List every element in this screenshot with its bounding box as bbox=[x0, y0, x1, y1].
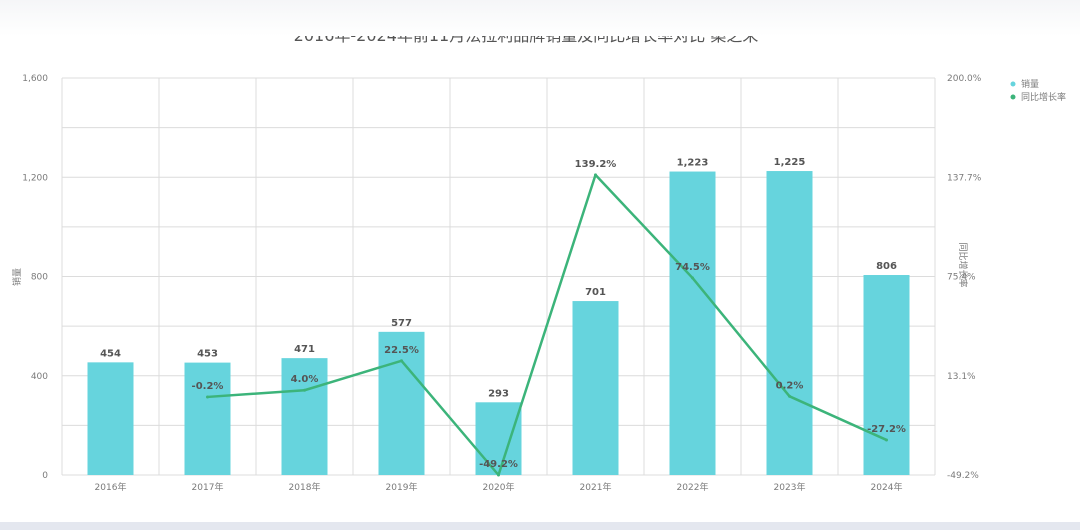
y-tick-right: 200.0% bbox=[947, 74, 982, 84]
legend-label-line: 同比增长率 bbox=[1021, 91, 1066, 103]
y-tick-left: 0 bbox=[42, 471, 48, 481]
line-point bbox=[497, 473, 500, 477]
x-tick: 2017年 bbox=[192, 481, 224, 493]
bar-value-label: 806 bbox=[876, 261, 897, 272]
line-point bbox=[885, 438, 888, 442]
bar-value-label: 701 bbox=[585, 287, 606, 298]
bar bbox=[378, 331, 425, 475]
x-tick: 2022年 bbox=[677, 481, 709, 493]
bar-value-label: 1,223 bbox=[677, 158, 709, 169]
growth-line bbox=[207, 173, 888, 477]
y-tick-right: -49.2% bbox=[947, 471, 979, 481]
line-point bbox=[206, 395, 209, 399]
y-tick-left: 400 bbox=[31, 372, 48, 382]
x-tick: 2023年 bbox=[774, 481, 806, 493]
x-tick: 2016年 bbox=[95, 481, 127, 493]
line-point bbox=[400, 359, 403, 363]
y-tick-left: 1,600 bbox=[22, 74, 48, 84]
bar-value-label: 454 bbox=[100, 348, 121, 359]
line-point bbox=[594, 173, 597, 177]
axes: 0 400 800 1,200 1,600 -49.2% 13.1% 75.4% 137.7% 2… bbox=[11, 74, 982, 493]
bar bbox=[572, 301, 619, 475]
bar-value-label: 471 bbox=[294, 344, 315, 355]
line-value-label: -49.2% bbox=[479, 459, 518, 470]
line-point bbox=[303, 388, 306, 392]
line-value-label: -0.2% bbox=[192, 381, 224, 392]
line-value-label: 74.5% bbox=[675, 262, 710, 273]
x-tick: 2021年 bbox=[580, 481, 612, 493]
legend-marker-bars bbox=[1010, 81, 1016, 87]
header-strip bbox=[0, 0, 1080, 36]
bar bbox=[766, 171, 813, 475]
line-series bbox=[206, 173, 888, 477]
data-labels: 454 453 471 577 293 701 1,223 1,225 806 -0.2% 4.0%… bbox=[100, 157, 906, 470]
legend-label-bars: 销量 bbox=[1021, 78, 1039, 90]
bar bbox=[184, 362, 231, 475]
y-tick-right: 137.7% bbox=[947, 173, 982, 183]
line-value-label: 4.0% bbox=[291, 374, 319, 385]
line-point bbox=[788, 394, 791, 398]
bar bbox=[281, 358, 328, 475]
legend-marker-line bbox=[1010, 94, 1016, 100]
bar-value-label: 577 bbox=[391, 318, 412, 329]
bar-value-label: 293 bbox=[488, 388, 509, 399]
y-axis-title-right: 同比增长率 bbox=[957, 242, 969, 287]
bar bbox=[87, 362, 134, 475]
bar-value-label: 453 bbox=[197, 349, 218, 360]
x-tick: 2024年 bbox=[871, 481, 903, 493]
line-value-label: 139.2% bbox=[575, 159, 617, 170]
bar bbox=[863, 275, 910, 475]
y-tick-left: 1,200 bbox=[22, 173, 48, 183]
y-tick-right: 13.1% bbox=[947, 372, 976, 382]
bar bbox=[669, 171, 716, 475]
bar-series bbox=[87, 171, 910, 475]
y-tick-right: 75.4% bbox=[947, 273, 976, 283]
line-point bbox=[691, 276, 694, 280]
line-value-label: 22.5% bbox=[384, 345, 419, 356]
line-value-label: 0.2% bbox=[776, 380, 804, 391]
bar bbox=[475, 402, 522, 475]
x-tick: 2018年 bbox=[289, 481, 321, 493]
line-value-label: -27.2% bbox=[867, 424, 906, 435]
y-tick-left: 800 bbox=[31, 273, 48, 283]
bar-value-label: 1,225 bbox=[774, 157, 806, 168]
x-tick: 2020年 bbox=[483, 481, 515, 493]
y-axis-title-left: 销量 bbox=[11, 268, 23, 286]
bottom-scroll-bar bbox=[0, 522, 1080, 530]
x-tick: 2019年 bbox=[386, 481, 418, 493]
